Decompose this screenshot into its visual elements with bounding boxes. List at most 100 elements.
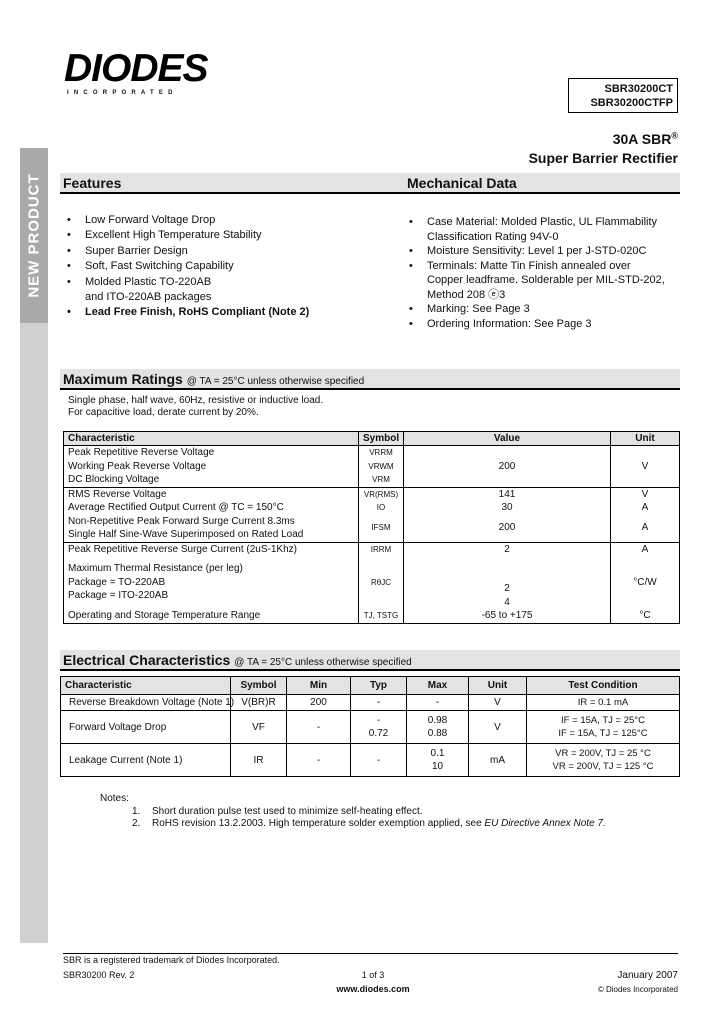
electrical-condition: @ TA = 25°C unless otherwise specified bbox=[234, 657, 412, 668]
side-strip-label-bg bbox=[20, 148, 48, 323]
features-heading: Features bbox=[63, 175, 122, 191]
load-note: For capacitive load, derate current by 2… bbox=[68, 407, 259, 418]
features-header: Features Mechanical Data bbox=[60, 173, 680, 194]
characteristic-cell: Average Rectified Output Current @ TC = … bbox=[63, 501, 359, 515]
characteristic-text: Package = TO-220AB bbox=[68, 576, 166, 588]
note-text: Short duration pulse test used to minimi… bbox=[152, 805, 423, 817]
table-row: Maximum Thermal Resistance (per leg) Pack… bbox=[63, 556, 680, 609]
characteristic-text: Single Half Sine-Wave Superimposed on Ra… bbox=[68, 529, 304, 540]
footer-rule bbox=[63, 953, 678, 954]
notes: Notes: 1. Short duration pulse test used … bbox=[100, 793, 680, 831]
value-cell: -65 to +175 bbox=[403, 609, 611, 624]
logo-tagline: INCORPORATED bbox=[67, 90, 178, 96]
col-header: Test Condition bbox=[526, 676, 680, 695]
features-list: Low Forward Voltage DropExcellent High T… bbox=[63, 213, 363, 321]
note-number: 2. bbox=[132, 818, 141, 829]
unit-cell: A bbox=[610, 501, 680, 515]
value-cell: 30 bbox=[403, 501, 611, 515]
cond-cell: IR = 0.1 mA bbox=[526, 694, 680, 711]
unit-cell: V bbox=[610, 486, 680, 501]
unit-cell: mA bbox=[468, 743, 527, 777]
characteristic-cell: Maximum Thermal Resistance (per leg) Pack… bbox=[63, 556, 359, 609]
min-cell: - bbox=[286, 710, 351, 744]
col-header: Characteristic bbox=[60, 676, 231, 695]
unit-cell: V bbox=[468, 710, 527, 744]
title-line2: Super Barrier Rectifier bbox=[528, 150, 678, 166]
characteristic-text: Non-Repetitive Peak Forward Surge Curren… bbox=[68, 515, 295, 527]
table-row: Peak Repetitive Reverse Surge Current (2… bbox=[63, 541, 680, 556]
typ-cell: - 0.72 bbox=[350, 710, 407, 744]
value-cell: 200 bbox=[403, 445, 611, 487]
max-ratings-table: Characteristic Symbol Value Unit Peak Re… bbox=[63, 431, 680, 624]
characteristic-text: Maximum Thermal Resistance (per leg) bbox=[68, 563, 243, 575]
characteristic-text: RMS Reverse Voltage bbox=[68, 488, 167, 500]
note-number: 1. bbox=[132, 805, 141, 817]
sym-cell: IR bbox=[230, 743, 287, 777]
characteristic-text: DC Blocking Voltage bbox=[68, 474, 160, 485]
notes-label: Notes: bbox=[100, 793, 129, 804]
new-product-label: NEW PRODUCT bbox=[20, 148, 48, 323]
value-cell: 2 4 bbox=[403, 556, 611, 609]
note-italic: EU Directive Annex Note 7. bbox=[484, 818, 606, 829]
characteristic-text: Working Peak Reverse Voltage bbox=[68, 460, 207, 472]
mechanical-heading: Mechanical Data bbox=[407, 175, 517, 191]
unit-cell: °C/W bbox=[610, 556, 680, 609]
logo-text: DIODES bbox=[64, 47, 209, 90]
mechanical-item: Ordering Information: See Page 3 bbox=[405, 317, 665, 332]
symbol-text: IRRM bbox=[370, 544, 392, 554]
value-cell: 200 bbox=[403, 514, 611, 542]
feature-item: Super Barrier Design bbox=[63, 244, 363, 260]
col-header: Typ bbox=[350, 676, 407, 695]
symbol-text: IFSM bbox=[371, 523, 391, 533]
symbol-cell: RθJC bbox=[358, 556, 404, 609]
website-link[interactable]: www.diodes.com bbox=[336, 984, 410, 994]
symbol-text: RθJC bbox=[370, 577, 391, 587]
col-header: Max bbox=[406, 676, 469, 695]
note-text: RoHS revision 13.2.2003. High temperatur… bbox=[152, 818, 485, 829]
title-line1: 30A SBR bbox=[612, 131, 672, 147]
unit-cell: A bbox=[610, 541, 680, 556]
mechanical-item: Moisture Sensitivity: Level 1 per J-STD-… bbox=[405, 244, 665, 259]
col-header: Value bbox=[403, 431, 611, 446]
table-row: Average Rectified Output Current @ TC = … bbox=[63, 501, 680, 515]
diodes-logo: DIODES INCORPORATED bbox=[64, 48, 226, 98]
copyright: © Diodes Incorporated bbox=[597, 985, 678, 994]
char-cell: Leakage Current (Note 1) bbox=[60, 743, 231, 777]
col-header: Symbol bbox=[230, 676, 287, 695]
col-header: Min bbox=[286, 676, 351, 695]
symbol-text: IO bbox=[376, 503, 386, 512]
footer: SBR30200 Rev. 2 1 of 3 www.diodes.com Ja… bbox=[63, 970, 678, 1000]
col-header: Characteristic bbox=[63, 431, 359, 446]
characteristic-text: Operating and Storage Temperature Range bbox=[68, 610, 261, 621]
max-ratings-header: Maximum Ratings @ TA = 25°C unless other… bbox=[60, 369, 680, 390]
feature-item: Excellent High Temperature Stability bbox=[63, 228, 363, 244]
electrical-heading: Electrical Characteristics bbox=[63, 652, 231, 668]
mechanical-item: Terminals: Matte Tin Finish annealed ove… bbox=[405, 259, 665, 303]
load-note: Single phase, half wave, 60Hz, resistive… bbox=[68, 395, 324, 406]
characteristic-cell: Operating and Storage Temperature Range bbox=[63, 609, 359, 624]
symbol-cell: IO bbox=[358, 501, 404, 515]
feature-item: Molded Plastic TO-220AB and ITO-220AB pa… bbox=[63, 275, 363, 306]
table-row: Non-Repetitive Peak Forward Surge Curren… bbox=[63, 514, 680, 542]
part-number-box: SBR30200CT SBR30200CTFP bbox=[568, 78, 678, 113]
doc-revision: SBR30200 Rev. 2 bbox=[63, 970, 135, 980]
table-row: Forward Voltage Drop VF - - 0.72 0.98 0.88 V I… bbox=[60, 710, 680, 744]
characteristic-cell: RMS Reverse Voltage bbox=[63, 486, 359, 501]
symbol-text: TJ, TSTG bbox=[363, 611, 399, 620]
feature-item: Soft, Fast Switching Capability bbox=[63, 259, 363, 275]
electrical-table: Characteristic Symbol Min Typ Max Unit Test Co… bbox=[60, 676, 680, 777]
value-cell: 2 bbox=[403, 541, 611, 556]
part-number: SBR30200CTFP bbox=[590, 97, 673, 109]
mechanical-item: Case Material: Molded Plastic, UL Flamma… bbox=[405, 215, 665, 244]
product-title: 30A SBR® Super Barrier Rectifier bbox=[529, 130, 678, 168]
page-number: 1 of 3 bbox=[361, 970, 385, 980]
symbol-cell: TJ, TSTG bbox=[358, 609, 404, 624]
table-row: RMS Reverse Voltage VR(RMS) 141 V bbox=[63, 486, 680, 501]
part-number: SBR30200CT bbox=[604, 83, 673, 95]
sym-cell: V(BR)R bbox=[230, 694, 287, 711]
load-notes: Single phase, half wave, 60Hz, resistive… bbox=[68, 395, 323, 419]
col-header: Unit bbox=[610, 431, 680, 446]
symbol-text: VRWM bbox=[368, 461, 394, 471]
unit-cell: A bbox=[610, 514, 680, 542]
col-header: Symbol bbox=[358, 431, 404, 446]
